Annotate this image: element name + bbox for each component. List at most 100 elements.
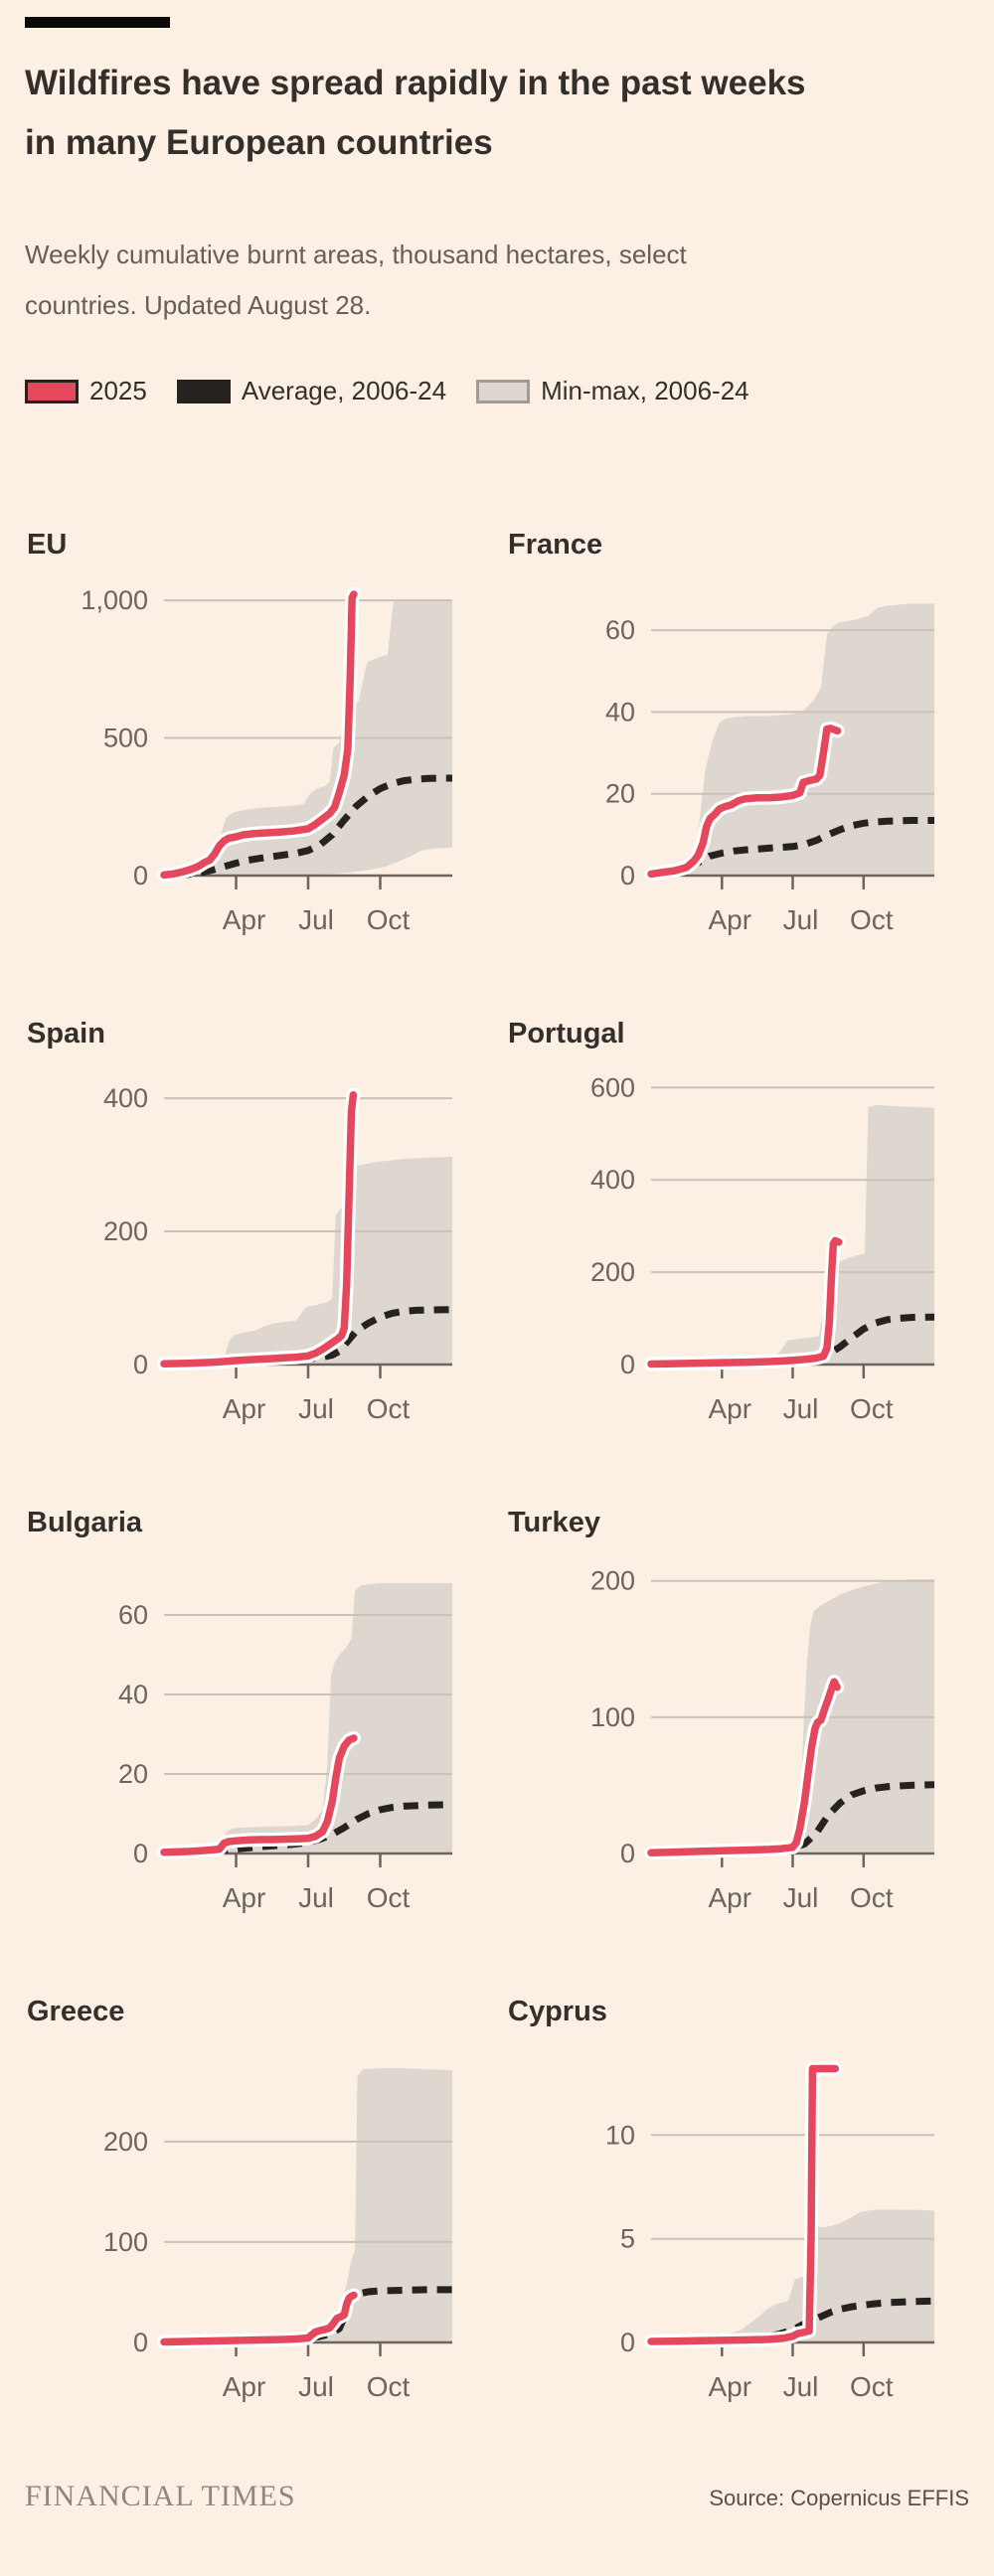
minmax-band <box>164 2068 452 2343</box>
x-axis-label: Jul <box>298 1882 334 1913</box>
x-axis-label: Oct <box>367 1882 411 1913</box>
y-axis-label: 200 <box>590 1566 635 1596</box>
x-axis-label: Jul <box>783 1393 819 1424</box>
y-axis-label: 10 <box>605 2121 635 2151</box>
chart-cell-bulgaria: Bulgaria 0 20 40 60 Apr Jul Oct <box>0 1476 497 1965</box>
y-axis-label: 100 <box>103 2227 148 2257</box>
line-2025 <box>160 1734 358 1856</box>
y-axis-label: 100 <box>590 1702 635 1732</box>
line-2025 <box>647 2065 840 2346</box>
legend-item-average: Average, 2006-24 <box>176 376 447 406</box>
chart-eu: EU 0 500 1,000 Apr Jul Oct <box>27 529 453 935</box>
y-axis-label: 0 <box>620 2328 635 2357</box>
legend-swatch-average-icon <box>176 379 231 403</box>
chart-cyprus: Cyprus 0 5 10 Apr Jul Oct <box>508 1996 935 2402</box>
minmax-band <box>164 1583 452 1854</box>
x-axis-label: Apr <box>709 904 752 935</box>
chart-turkey: Turkey 0 100 200 Apr Jul Oct <box>508 1507 935 1913</box>
line-2025 <box>647 1237 843 1368</box>
y-axis-label: 1,000 <box>81 585 148 615</box>
x-axis-label: Apr <box>223 904 266 935</box>
y-axis-label: 5 <box>620 2224 635 2254</box>
chart-cell-eu: EU 0 500 1,000 Apr Jul Oct <box>0 498 497 987</box>
y-axis-label: 20 <box>118 1759 148 1789</box>
y-axis-label: 400 <box>103 1083 148 1113</box>
line-2025-halo <box>157 2288 361 2349</box>
x-axis-label: Apr <box>709 1393 752 1424</box>
y-axis-label: 40 <box>118 1680 148 1709</box>
chart-title: Portugal <box>508 1018 625 1049</box>
average-line <box>662 817 934 879</box>
y-axis-label: 600 <box>590 1073 635 1103</box>
line-2025 <box>647 1678 841 1857</box>
x-axis-label: Jul <box>783 2371 819 2402</box>
x-axis-label: Oct <box>850 2371 894 2402</box>
x-axis-label: Oct <box>850 904 894 935</box>
source-label: Source: Copernicus EFFIS <box>709 2486 969 2511</box>
minmax-band <box>651 1105 934 1366</box>
x-axis-label: Jul <box>298 904 334 935</box>
minmax-band <box>651 2209 934 2343</box>
y-axis-label: 200 <box>103 2127 148 2157</box>
chart-greece: Greece 0 100 200 Apr Jul Oct <box>27 1996 452 2402</box>
average-line <box>175 774 453 880</box>
y-axis-label: 0 <box>620 1839 635 1868</box>
chart-title: EU <box>27 529 67 561</box>
legend-item-2025: 2025 <box>25 376 147 406</box>
legend-swatch-minmax-icon <box>476 379 531 403</box>
page: { "page": { "title": "Wildfires have spr… <box>0 17 994 2576</box>
x-axis-label: Apr <box>223 1882 266 1913</box>
x-axis-label: Oct <box>850 1393 894 1424</box>
page-subtitle: Weekly cumulative burnt areas, thousand … <box>25 240 687 320</box>
chart-cell-spain: Spain 0 200 400 Apr Jul Oct <box>0 987 497 1476</box>
y-axis-label: 0 <box>620 1350 635 1379</box>
y-axis-label: 60 <box>605 615 635 645</box>
chart-title: Cyprus <box>508 1996 607 2027</box>
y-axis-label: 0 <box>133 1839 148 1868</box>
top-accent-bar <box>25 17 170 28</box>
chart-title: Bulgaria <box>27 1507 143 1538</box>
chart-title: France <box>508 529 602 561</box>
chart-bulgaria: Bulgaria 0 20 40 60 Apr Jul Oct <box>27 1507 453 1913</box>
legend: 2025 Average, 2006-24 Min-max, 2006-24 <box>25 376 969 406</box>
footer: FINANCIAL TIMES Source: Copernicus EFFIS <box>25 2480 969 2513</box>
x-axis-label: Oct <box>367 2371 411 2402</box>
line-2025 <box>160 590 358 880</box>
x-axis-label: Jul <box>783 904 819 935</box>
legend-label-2025: 2025 <box>89 376 147 406</box>
x-axis-label: Apr <box>709 1882 752 1913</box>
y-axis-label: 500 <box>103 724 148 753</box>
chart-title: Turkey <box>508 1507 600 1538</box>
chart-cell-france: France 0 20 40 60 Apr Jul Oct <box>497 498 994 987</box>
legend-label-average: Average, 2006-24 <box>241 376 447 406</box>
x-axis-label: Jul <box>298 2371 334 2402</box>
chart-title: Greece <box>27 1996 124 2027</box>
line-2025 <box>160 1091 358 1368</box>
minmax-band <box>651 603 934 877</box>
x-axis-label: Oct <box>367 1393 411 1424</box>
minmax-band <box>164 599 452 877</box>
y-axis-label: 0 <box>133 1350 148 1379</box>
charts-grid: EU 0 500 1,000 Apr Jul Oct France 0 20 40 60 Apr J… <box>0 498 994 2454</box>
x-axis-label: Oct <box>850 1882 894 1913</box>
y-axis-label: 0 <box>133 861 148 890</box>
x-axis-label: Apr <box>223 1393 266 1424</box>
minmax-band <box>164 1157 452 1366</box>
legend-swatch-2025-icon <box>25 379 79 403</box>
y-axis-label: 200 <box>590 1257 635 1287</box>
chart-title: Spain <box>27 1018 105 1049</box>
chart-portugal: Portugal 0 200 400 600 Apr Jul Oct <box>508 1018 935 1424</box>
y-axis-label: 20 <box>605 779 635 809</box>
y-axis-label: 40 <box>605 698 635 727</box>
y-axis-label: 400 <box>590 1166 635 1196</box>
x-axis-label: Apr <box>223 2371 266 2402</box>
line-2025 <box>160 2292 358 2346</box>
legend-item-minmax: Min-max, 2006-24 <box>476 376 749 406</box>
y-axis-label: 60 <box>118 1600 148 1630</box>
chart-cell-cyprus: Cyprus 0 5 10 Apr Jul Oct <box>497 1965 994 2454</box>
legend-label-minmax: Min-max, 2006-24 <box>541 376 749 406</box>
x-axis-label: Jul <box>298 1393 334 1424</box>
x-axis-label: Apr <box>709 2371 752 2402</box>
chart-france: France 0 20 40 60 Apr Jul Oct <box>508 529 934 935</box>
line-2025 <box>647 724 842 879</box>
